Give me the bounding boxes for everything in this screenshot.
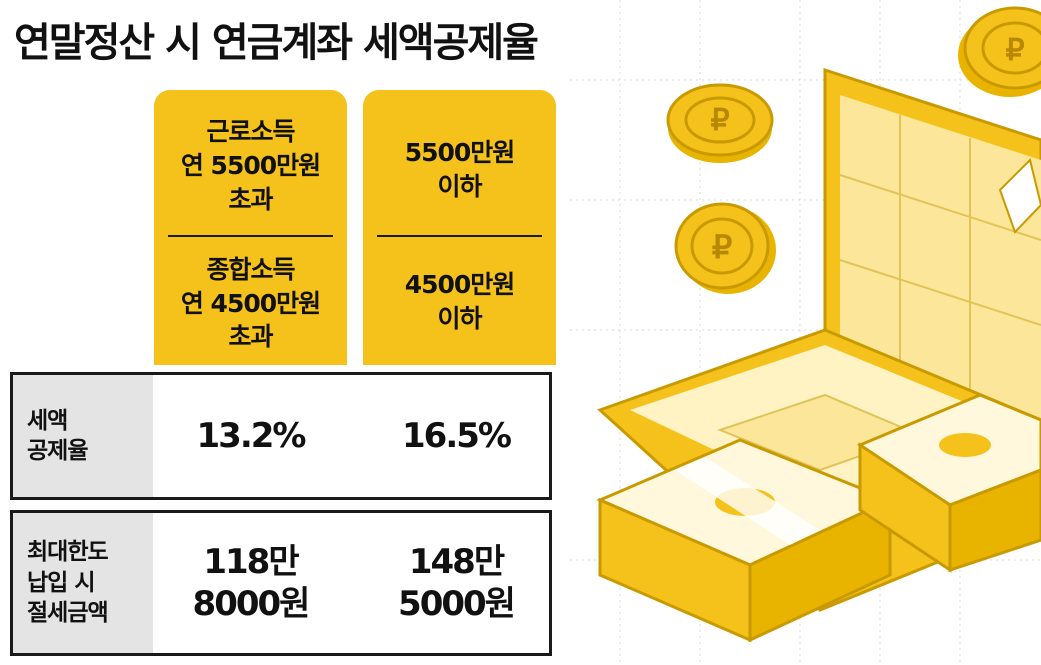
coin-icon: ₽ — [674, 202, 776, 294]
column-header-high-income: 근로소득 연 5500만원 초과 종합소득 연 4500만원 초과 — [154, 90, 347, 365]
deduction-rate-low-income: 16.5% — [402, 415, 512, 456]
coin-icon: ₽ — [958, 6, 1041, 97]
column-header-earned-income: 근로소득 연 5500만원 초과 — [180, 117, 321, 214]
table-row-deduction-rate: 세액 공제율 13.2% 16.5% — [10, 372, 552, 500]
column-header-divider — [377, 235, 542, 237]
column-header-total-income-low: 4500만원 이하 — [404, 270, 516, 333]
coin-icon: ₽ — [666, 83, 774, 163]
deduction-rate-high-income: 13.2% — [196, 415, 307, 456]
svg-text:₽: ₽ — [1005, 34, 1024, 67]
column-header-total-income: 종합소득 연 4500만원 초과 — [180, 254, 321, 352]
row-label-deduction-rate: 세액 공제율 — [13, 375, 153, 497]
column-header-low-income: 5500만원 이하 4500만원 이하 — [363, 90, 556, 365]
cash-stack-icon — [596, 438, 894, 643]
page-title: 연말정산 시 연금계좌 세액공제율 — [14, 20, 539, 66]
svg-text:₽: ₽ — [710, 104, 729, 137]
column-header-earned-income-low: 5500만원 이하 — [404, 138, 516, 201]
svg-text:₽: ₽ — [712, 229, 732, 265]
max-tax-saving-low-income: 148만 5000원 — [398, 541, 516, 625]
max-tax-saving-high-income: 118만 8000원 — [192, 541, 311, 625]
column-header-divider — [168, 235, 333, 237]
row-label-max-tax-saving: 최대한도 납입 시 절세금액 — [13, 513, 153, 653]
cash-stack-icon — [856, 393, 1041, 573]
illustration: ₽ ₽ ₽ — [596, 6, 1041, 643]
table-row-max-tax-saving: 최대한도 납입 시 절세금액 118만 8000원 148만 5000원 — [10, 510, 552, 656]
